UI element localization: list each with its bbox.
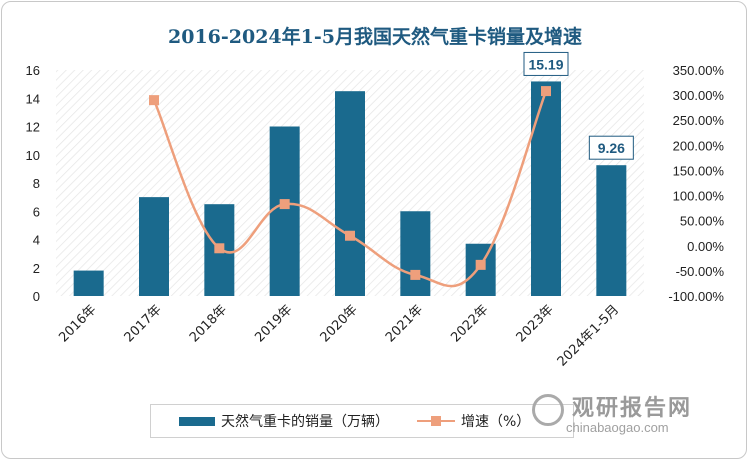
bar-1 [139,197,169,296]
bar-3 [269,126,300,296]
legend-label-growth: 增速（%） [461,414,531,430]
growth-point-6 [475,259,486,270]
watermark-logo-icon [532,394,564,426]
legend-swatch-bar [179,416,215,426]
left-tick-label: 10 [26,148,40,163]
legend-swatch-line [417,416,455,426]
right-tick-label: 150.00% [673,163,725,178]
data-label-box [588,135,634,160]
category-label: 2022年 [448,302,491,345]
data-label: 15.19 [528,56,563,72]
left-tick-label: 12 [26,120,40,135]
growth-point-3 [279,199,290,210]
left-tick-label: 2 [33,261,40,276]
left-tick-label: 0 [33,289,40,304]
category-label: 2018年 [187,302,230,345]
bar-5 [400,211,431,296]
watermark: 观研报告网 chinabaogao.com [532,390,742,440]
category-label: 2020年 [318,302,361,345]
watermark-url: chinabaogao.com [566,420,669,435]
bar-4 [335,91,365,296]
data-label-box [523,51,569,76]
legend-item-growth: 增速（%） [417,411,530,431]
line-series [149,86,551,288]
bar-8 [596,165,627,296]
category-axis: 2016年 2017年 2018年 2019年 2020年 2021年 2022年 2023年… [56,302,622,369]
category-label: 2019年 [252,302,295,345]
category-label: 2016年 [56,302,99,345]
category-label: 2024年1-5月 [555,302,622,369]
left-tick-label: 16 [26,63,40,78]
bar-0 [73,270,104,296]
data-labels: 15.19 9.26 [523,51,634,160]
legend: 天然气重卡的销量（万辆） 增速（%） [150,404,574,438]
category-label: 2017年 [122,302,165,345]
right-tick-label: 50.00% [680,214,725,229]
growth-point-5 [410,269,421,280]
bar-6 [465,243,496,296]
growth-point-4 [345,230,355,241]
left-tick-label: 14 [26,91,40,106]
left-tick-label: 4 [33,233,40,248]
growth-point-2 [214,243,225,254]
growth-point-1 [149,95,159,106]
right-tick-label: 250.00% [673,113,725,128]
right-axis: -100.00% -50.00% 0.00% 50.00% 100.00% 150.00%… [668,63,724,304]
right-tick-label: 350.00% [673,63,725,78]
growth-point-7 [541,86,551,97]
left-tick-label: 8 [33,176,40,191]
right-tick-label: 0.00% [687,239,724,254]
left-axis: 0 2 4 6 8 10 12 14 16 [26,63,40,304]
right-tick-label: -50.00% [676,264,725,279]
right-tick-label: -100.00% [668,289,724,304]
data-label: 9.26 [598,140,625,156]
bar-7 [531,81,561,296]
left-tick-label: 6 [33,204,40,219]
watermark-brand: 观研报告网 [572,396,693,421]
category-label: 2023年 [514,302,557,345]
right-tick-label: 100.00% [673,189,725,204]
legend-label-sales: 天然气重卡的销量（万辆） [221,414,389,430]
chart-title: 2016-2024年1-5月我国天然气重卡销量及增速 [168,26,582,48]
right-tick-label: 300.00% [673,88,725,103]
legend-item-sales: 天然气重卡的销量（万辆） [179,411,389,431]
right-tick-label: 200.00% [673,138,725,153]
category-label: 2021年 [383,302,426,345]
